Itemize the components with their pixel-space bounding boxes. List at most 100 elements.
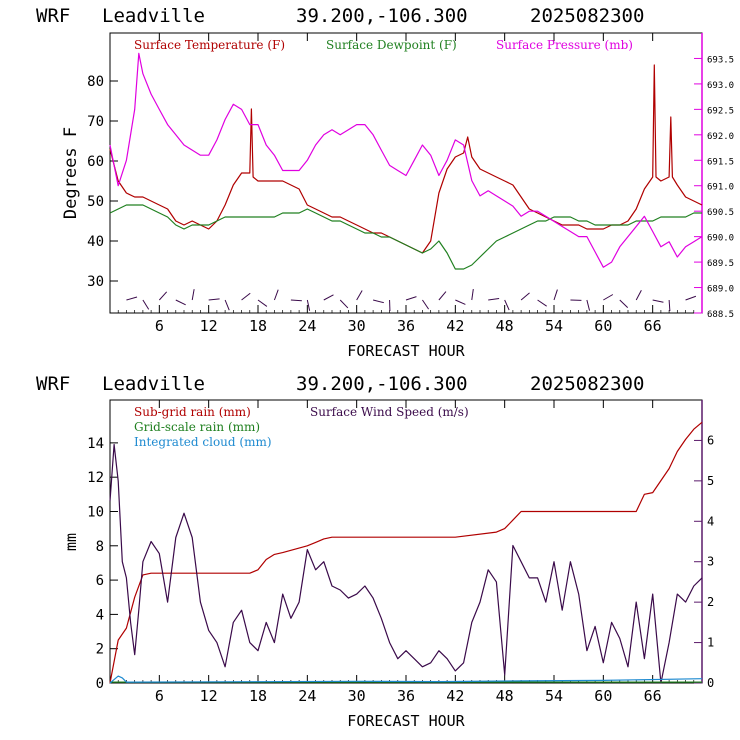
wind-barb bbox=[241, 292, 251, 301]
x-tick-label: 18 bbox=[249, 317, 267, 335]
x-tick-label: 6 bbox=[155, 687, 164, 705]
y-tick-label: 2 bbox=[96, 642, 104, 658]
wind-barb bbox=[520, 292, 530, 301]
legend-temperature: Surface Temperature (F) bbox=[134, 38, 285, 52]
y2-tick-label: 6 bbox=[707, 433, 714, 447]
integrated-cloud-line bbox=[109, 675, 703, 684]
x-tick-label: 30 bbox=[348, 687, 366, 705]
wind-barb bbox=[438, 291, 447, 301]
panel1-y-axis: 30 40 50 60 70 80 bbox=[87, 74, 118, 290]
panel1-model: WRF bbox=[36, 5, 70, 27]
y-tick-label: 14 bbox=[87, 436, 104, 452]
x-tick-label: 18 bbox=[249, 687, 267, 705]
wind-barbs bbox=[126, 289, 697, 312]
wind-barb bbox=[603, 294, 614, 301]
x-tick-label: 54 bbox=[545, 687, 563, 705]
y2-tick-label: 692.5 bbox=[707, 106, 734, 116]
panel2-y-axis-title: mm bbox=[62, 533, 80, 551]
x-tick-label: 30 bbox=[348, 317, 366, 335]
legend-subgrid-rain: Sub-grid rain (mm) bbox=[134, 405, 251, 419]
x-tick-label: 48 bbox=[496, 317, 514, 335]
y-tick-label: 6 bbox=[96, 573, 104, 589]
x-tick-label: 36 bbox=[397, 317, 415, 335]
subgrid-rain-line bbox=[109, 421, 703, 684]
wind-barb bbox=[455, 299, 466, 305]
wind-barb bbox=[323, 294, 334, 301]
y2-tick-label: 689.5 bbox=[707, 259, 734, 269]
y2-tick-label: 1 bbox=[707, 636, 714, 650]
wind-speed-line bbox=[109, 443, 703, 684]
panel2-y-axis: 0 2 4 6 8 10 12 14 bbox=[87, 436, 118, 692]
y2-tick-label: 5 bbox=[707, 474, 714, 488]
legend-integrated-cloud: Integrated cloud (mm) bbox=[134, 435, 272, 449]
wind-barb bbox=[685, 295, 697, 301]
wind-barb bbox=[290, 299, 302, 302]
pressure-line bbox=[109, 52, 703, 268]
y-tick-label: 50 bbox=[87, 194, 104, 210]
wind-barb bbox=[488, 297, 500, 301]
wind-barb bbox=[504, 299, 510, 311]
y-tick-label: 30 bbox=[87, 274, 104, 290]
y2-tick-label: 689.0 bbox=[707, 285, 734, 295]
y2-tick-label: 690.0 bbox=[707, 234, 734, 244]
panel2-init: 2025082300 bbox=[530, 373, 644, 395]
wind-barb bbox=[635, 290, 642, 301]
y-tick-label: 40 bbox=[87, 234, 104, 250]
y2-tick-label: 3 bbox=[707, 555, 714, 569]
panel2-coords: 39.200,-106.300 bbox=[296, 373, 468, 395]
wind-barb bbox=[372, 299, 384, 304]
wind-barb bbox=[422, 299, 430, 310]
x-tick-label: 6 bbox=[155, 317, 164, 335]
wind-barb bbox=[257, 299, 268, 307]
wind-barb bbox=[306, 299, 311, 311]
y-tick-label: 8 bbox=[96, 539, 104, 555]
wind-barb bbox=[126, 296, 138, 301]
panel1-right-y-axis: 688.5 689.0 689.5 690.0 690.5 691.0 691.5 692.0… bbox=[694, 55, 734, 320]
legend-dewpoint: Surface Dewpoint (F) bbox=[326, 38, 457, 52]
x-tick-label: 60 bbox=[594, 317, 612, 335]
panel2-x-axis-title: FORECAST HOUR bbox=[347, 712, 465, 730]
x-tick-label: 24 bbox=[298, 317, 316, 335]
x-tick-label: 54 bbox=[545, 317, 563, 335]
panel1-location: Leadville bbox=[102, 5, 205, 27]
panel1-coords: 39.200,-106.300 bbox=[296, 5, 468, 27]
x-tick-label: 36 bbox=[397, 687, 415, 705]
x-tick-label: 12 bbox=[200, 317, 218, 335]
y2-tick-label: 0 bbox=[707, 676, 714, 690]
panel1-series bbox=[109, 52, 703, 270]
wind-barb bbox=[586, 299, 591, 311]
y2-tick-label: 688.5 bbox=[707, 310, 734, 320]
x-tick-label: 42 bbox=[446, 317, 464, 335]
x-tick-label: 42 bbox=[446, 687, 464, 705]
panel2-right-y-axis: 0 1 2 3 4 5 6 bbox=[694, 433, 714, 690]
x-tick-label: 24 bbox=[298, 687, 316, 705]
y-tick-label: 10 bbox=[87, 504, 104, 520]
legend-wind-speed: Surface Wind Speed (m/s) bbox=[310, 405, 469, 419]
x-tick-label: 66 bbox=[644, 687, 662, 705]
y-tick-label: 4 bbox=[96, 607, 104, 623]
x-tick-label: 60 bbox=[594, 687, 612, 705]
y-tick-label: 12 bbox=[87, 470, 104, 486]
wind-barb bbox=[224, 299, 230, 311]
wind-barb bbox=[619, 299, 629, 309]
wind-barb bbox=[273, 289, 279, 301]
panel2-location: Leadville bbox=[102, 373, 205, 395]
x-tick-label: 12 bbox=[200, 687, 218, 705]
wind-barb bbox=[339, 299, 349, 309]
legend-pressure: Surface Pressure (mb) bbox=[496, 38, 633, 52]
y2-tick-label: 692.0 bbox=[707, 132, 734, 142]
y-tick-label: 0 bbox=[96, 676, 104, 692]
y2-tick-label: 691.5 bbox=[707, 157, 734, 167]
panel1-x-axis-title: FORECAST HOUR bbox=[347, 342, 465, 360]
wind-barb bbox=[142, 299, 150, 310]
x-tick-label: 48 bbox=[496, 687, 514, 705]
wind-barb bbox=[553, 289, 558, 301]
panel1-init: 2025082300 bbox=[530, 5, 644, 27]
panel2-series bbox=[109, 421, 703, 684]
wind-barb bbox=[208, 298, 220, 301]
y2-tick-label: 693.0 bbox=[707, 81, 734, 91]
panel2-model: WRF bbox=[36, 373, 70, 395]
y-tick-label: 80 bbox=[87, 74, 104, 90]
wind-barb bbox=[191, 289, 195, 301]
